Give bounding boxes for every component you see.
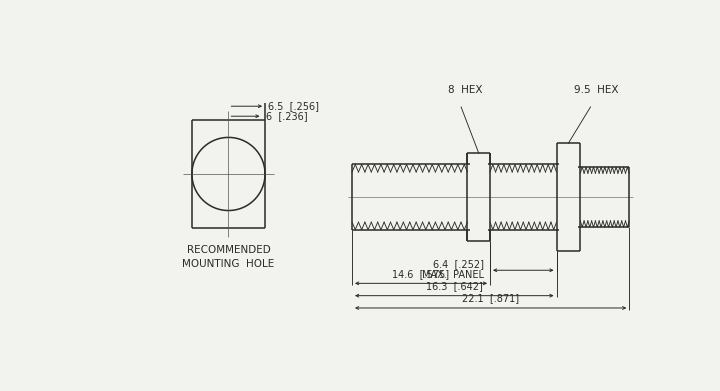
Text: 22.1  [.871]: 22.1 [.871]	[462, 293, 519, 303]
Text: 16.3  [.642]: 16.3 [.642]	[426, 281, 482, 291]
Text: MAX.  PANEL: MAX. PANEL	[422, 270, 484, 280]
Text: 6.4  [.252]: 6.4 [.252]	[433, 259, 484, 269]
Text: 14.6  [.575]: 14.6 [.575]	[392, 269, 449, 279]
Text: 9.5  HEX: 9.5 HEX	[575, 85, 619, 95]
Text: 6.5  [.256]: 6.5 [.256]	[268, 101, 319, 111]
Text: RECOMMENDED
MOUNTING  HOLE: RECOMMENDED MOUNTING HOLE	[182, 245, 274, 269]
Text: 8  HEX: 8 HEX	[448, 85, 482, 95]
Text: 6  [.236]: 6 [.236]	[266, 111, 307, 121]
